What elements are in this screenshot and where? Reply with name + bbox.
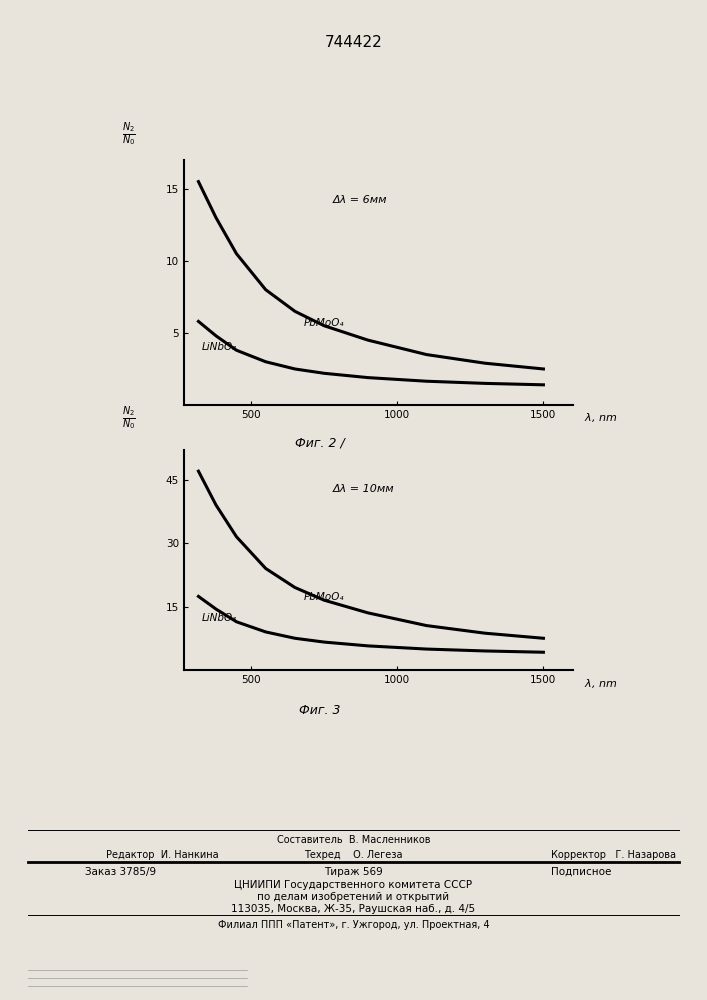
Text: Тираж 569: Тираж 569 bbox=[324, 867, 383, 877]
Text: $\frac{N_2}{N_0}$: $\frac{N_2}{N_0}$ bbox=[122, 120, 136, 148]
Text: 113035, Москва, Ж-35, Раушская наб., д. 4/5: 113035, Москва, Ж-35, Раушская наб., д. … bbox=[231, 904, 476, 914]
Text: Корректор   Г. Назарова: Корректор Г. Назарова bbox=[551, 850, 677, 860]
Text: $\frac{N_2}{N_0}$: $\frac{N_2}{N_0}$ bbox=[122, 405, 136, 432]
Text: Δλ = 10мм: Δλ = 10мм bbox=[333, 484, 395, 494]
Text: 744422: 744422 bbox=[325, 35, 382, 50]
Text: Подписное: Подписное bbox=[551, 867, 612, 877]
Text: $\lambda$, nm: $\lambda$, nm bbox=[585, 677, 618, 690]
Text: LiNbO₃: LiNbO₃ bbox=[201, 613, 237, 623]
Text: Техред    О. Легеза: Техред О. Легеза bbox=[304, 850, 403, 860]
Text: по делам изобретений и открытий: по делам изобретений и открытий bbox=[257, 892, 450, 902]
Text: LiNbO₃: LiNbO₃ bbox=[201, 342, 237, 352]
Text: PbMoO₄: PbMoO₄ bbox=[304, 592, 344, 602]
Text: Фиг. 2 /: Фиг. 2 / bbox=[295, 437, 345, 450]
Text: Редактор  И. Нанкина: Редактор И. Нанкина bbox=[106, 850, 218, 860]
Text: PbMoO₄: PbMoO₄ bbox=[304, 318, 344, 328]
Text: ЦНИИПИ Государственного комитета СССР: ЦНИИПИ Государственного комитета СССР bbox=[235, 880, 472, 890]
Text: Заказ 3785/9: Заказ 3785/9 bbox=[85, 867, 156, 877]
Text: Филиал ППП «Патент», г. Ужгород, ул. Проектная, 4: Филиал ППП «Патент», г. Ужгород, ул. Про… bbox=[218, 920, 489, 930]
Text: Фиг. 3: Фиг. 3 bbox=[299, 704, 341, 717]
Text: Составитель  В. Масленников: Составитель В. Масленников bbox=[276, 835, 431, 845]
Text: $\lambda$, nm: $\lambda$, nm bbox=[585, 411, 618, 424]
Text: Δλ = 6мм: Δλ = 6мм bbox=[333, 195, 387, 205]
